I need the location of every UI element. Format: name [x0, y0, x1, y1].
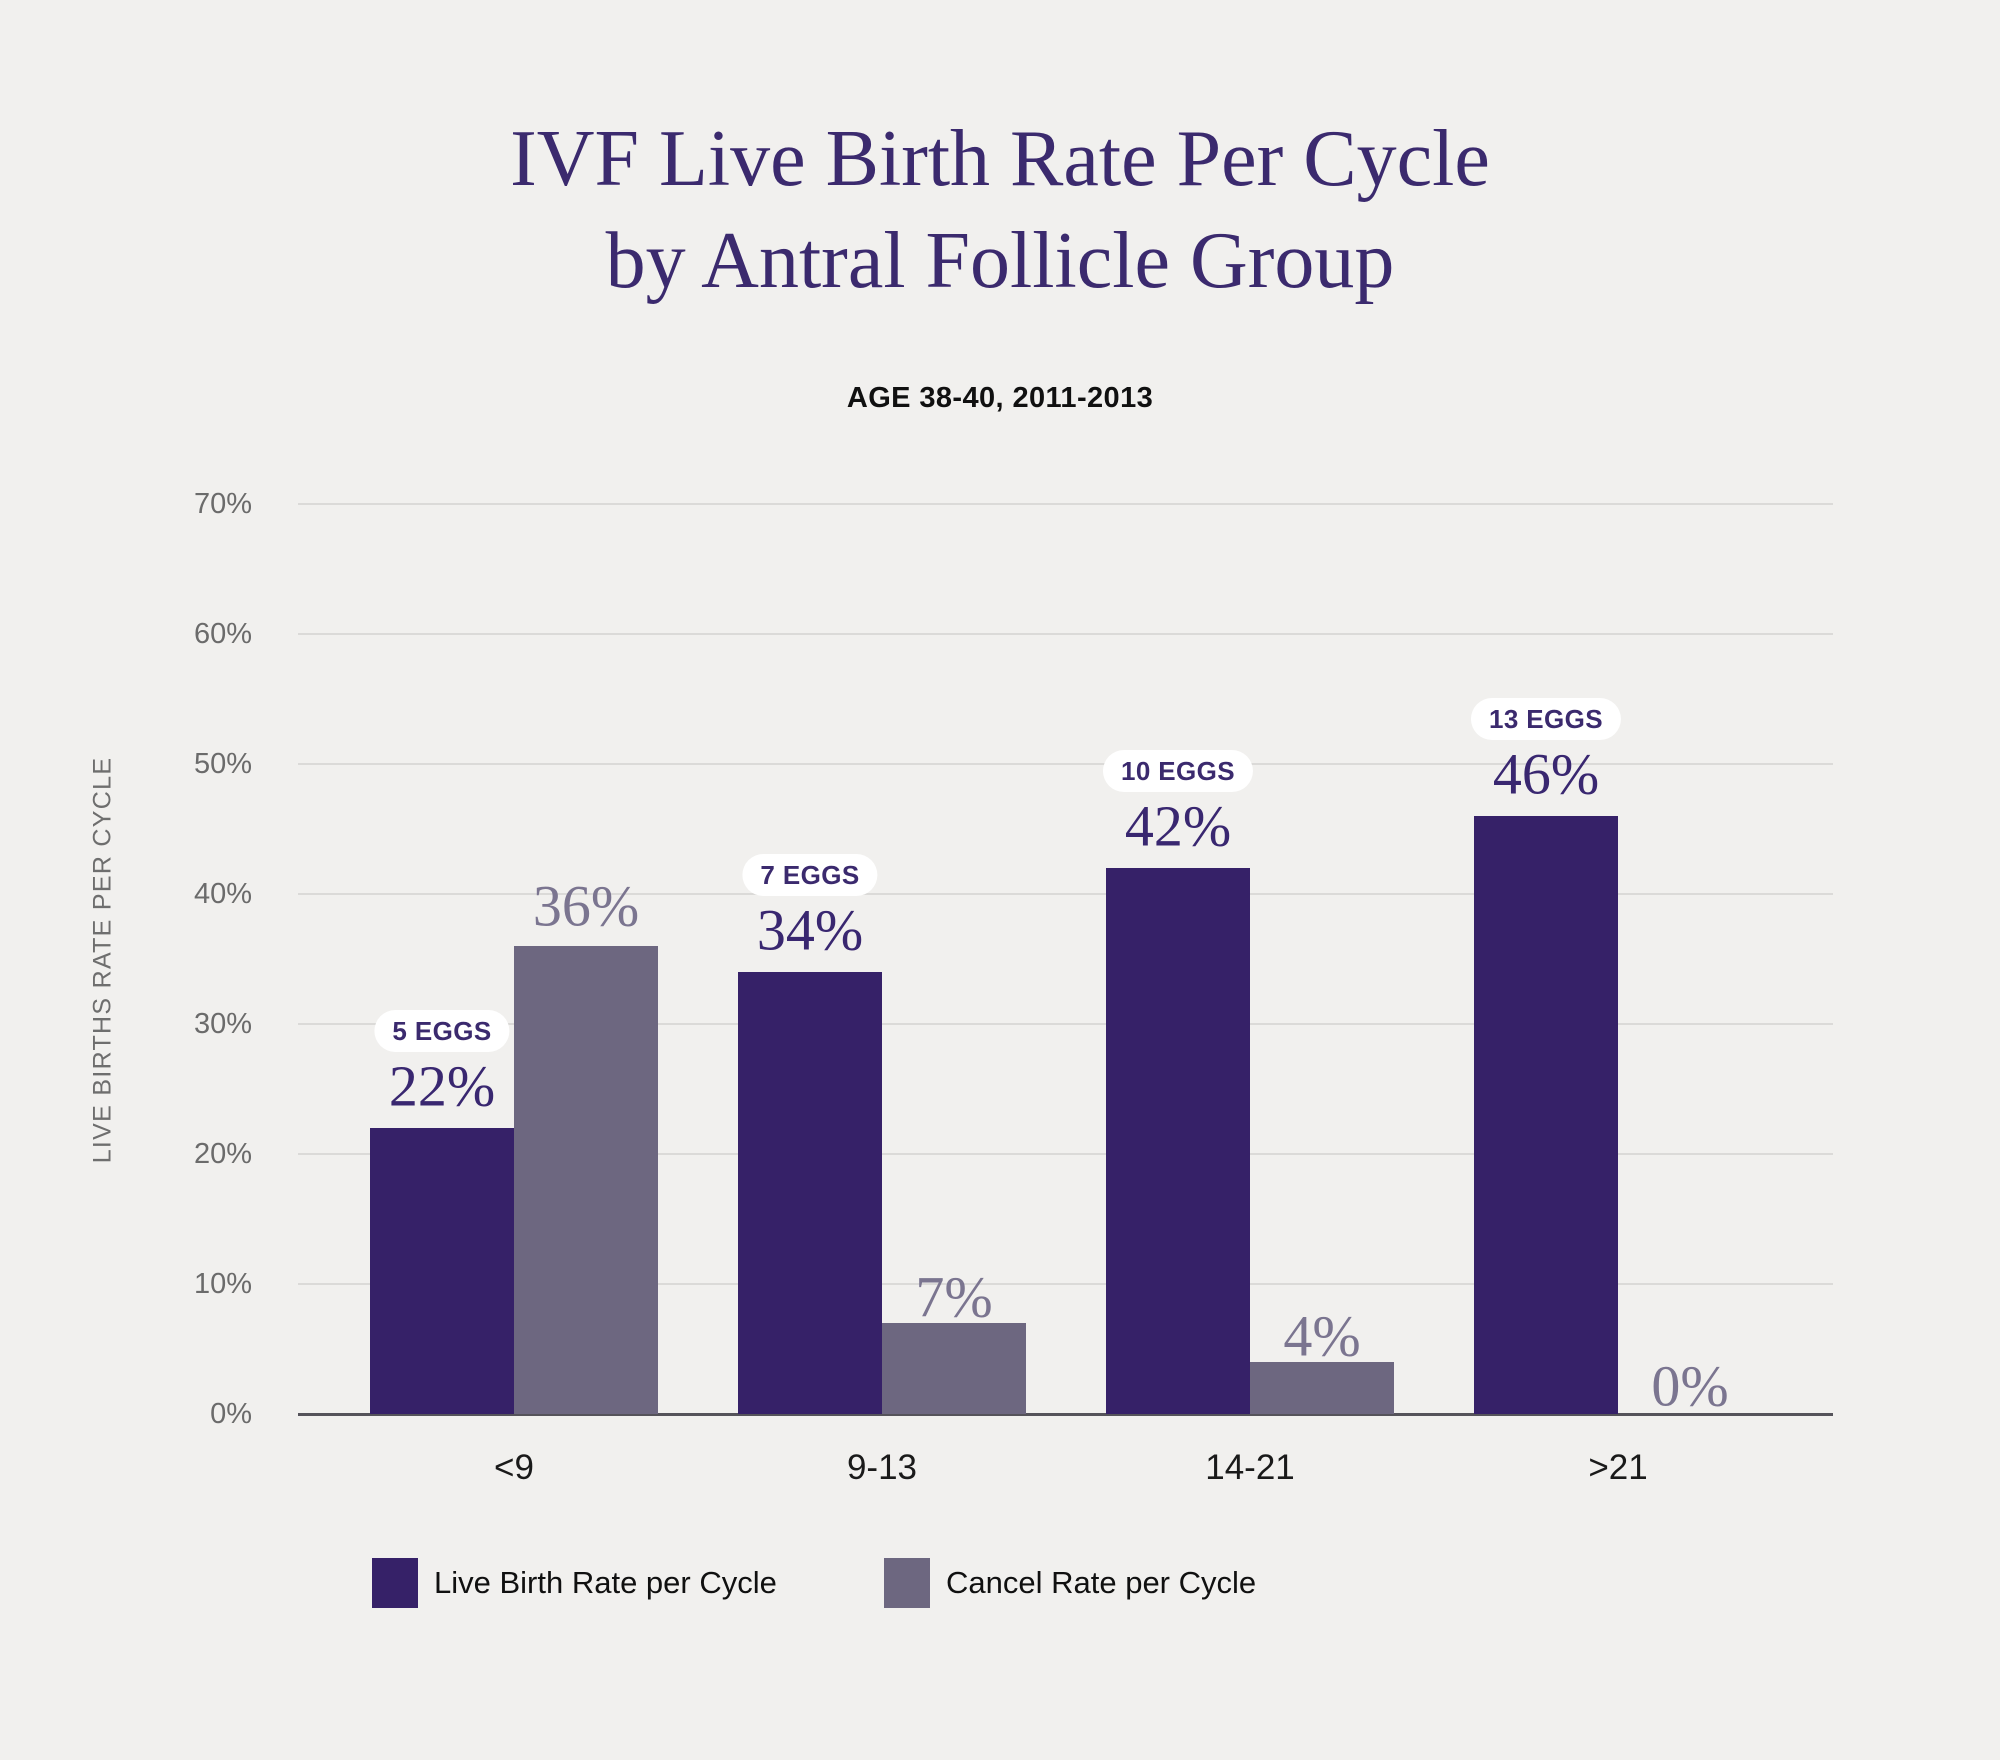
live-birth-value-label: 22% — [388, 1053, 496, 1119]
x-category-label: <9 — [494, 1448, 534, 1487]
bar-live-birth-rate — [738, 972, 882, 1414]
x-category-label: 9-13 — [846, 1448, 918, 1487]
egg-count-badge: 10 EGGS — [1102, 750, 1254, 792]
y-tick-label: 60% — [193, 618, 252, 650]
legend-label-cancel: Cancel Rate per Cycle — [946, 1565, 1257, 1600]
y-tick-label: 10% — [193, 1268, 252, 1300]
gridline — [298, 1023, 1833, 1025]
gridline — [298, 1153, 1833, 1155]
cancel-value-label: 36% — [532, 873, 640, 939]
gridline — [298, 633, 1833, 635]
bar-cancel-rate — [514, 946, 658, 1414]
egg-count-badge: 5 EGGS — [374, 1010, 510, 1052]
gridline — [298, 893, 1833, 895]
y-tick-label: 50% — [193, 748, 252, 780]
gridline — [298, 763, 1833, 765]
legend-label-live-birth: Live Birth Rate per Cycle — [434, 1565, 777, 1600]
bar-cancel-rate — [882, 1323, 1026, 1414]
x-category-label: >21 — [1588, 1448, 1648, 1487]
gridline — [298, 1283, 1833, 1285]
y-tick-label: 30% — [193, 1008, 252, 1040]
cancel-value-label: 7% — [915, 1264, 993, 1330]
y-tick-label: 40% — [193, 878, 252, 910]
live-birth-value-label: 34% — [756, 897, 864, 963]
live-birth-value-label: 46% — [1492, 741, 1600, 807]
legend-swatch-live-birth — [372, 1558, 418, 1608]
chart-title-line1: IVF Live Birth Rate Per Cycle — [510, 115, 1490, 203]
x-category-label: 14-21 — [1205, 1448, 1295, 1487]
x-axis-line — [298, 1413, 1833, 1416]
y-tick-label: 20% — [193, 1138, 252, 1170]
cancel-value-label: 0% — [1651, 1353, 1729, 1419]
bar-live-birth-rate — [370, 1128, 514, 1414]
bar-live-birth-rate — [1474, 816, 1618, 1414]
y-tick-label: 0% — [210, 1398, 252, 1430]
chart-subtitle: AGE 38-40, 2011-2013 — [846, 382, 1154, 414]
chart-title: IVF Live Birth Rate Per Cycle by Antral … — [0, 108, 2000, 312]
cancel-value-label: 4% — [1283, 1303, 1361, 1369]
live-birth-value-label: 42% — [1124, 793, 1232, 859]
egg-count-badge: 13 EGGS — [1470, 698, 1622, 740]
egg-count-badge: 7 EGGS — [742, 854, 878, 896]
y-tick-label: 70% — [193, 488, 252, 520]
bar-live-birth-rate — [1106, 868, 1250, 1414]
y-axis-title: LIVE BIRTHS RATE PER CYCLE — [88, 756, 117, 1164]
legend-swatch-cancel — [884, 1558, 930, 1608]
chart-title-line2: by Antral Follicle Group — [605, 217, 1395, 305]
bar-cancel-rate — [1250, 1362, 1394, 1414]
gridline — [298, 503, 1833, 505]
